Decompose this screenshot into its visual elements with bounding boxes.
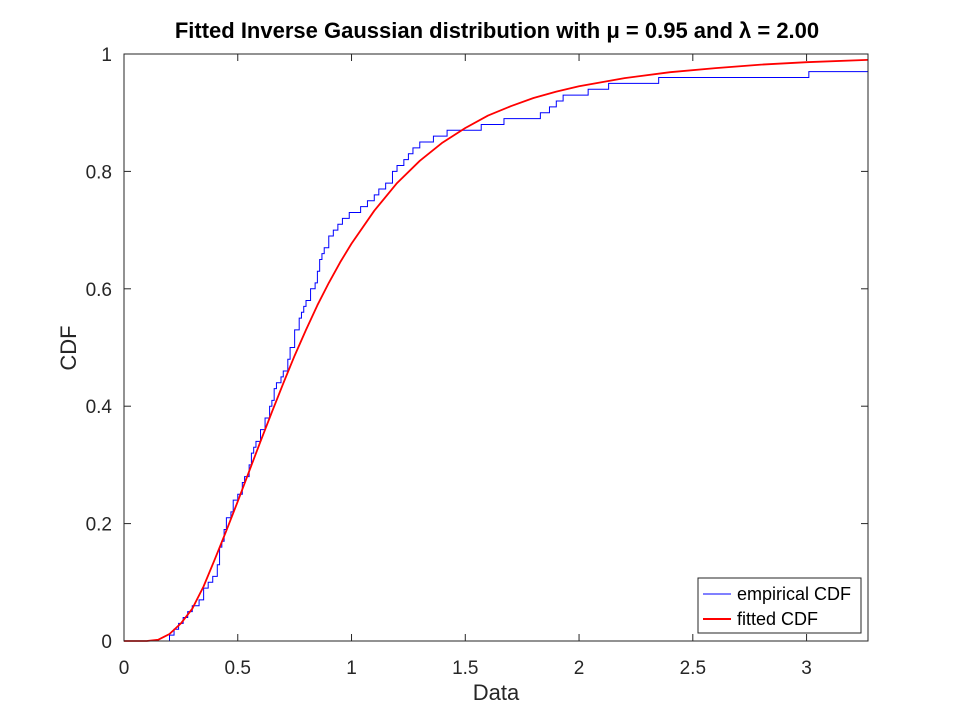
legend: empirical CDF fitted CDF <box>697 577 862 634</box>
axes-box <box>123 53 869 642</box>
x-tick-label: 2.5 <box>680 658 706 679</box>
x-tick-label: 0 <box>119 658 130 679</box>
y-tick-label: 0.6 <box>86 280 112 301</box>
series-fitted-cdf <box>124 59 869 642</box>
legend-box <box>697 577 862 634</box>
x-tick-label: 1.5 <box>452 658 478 679</box>
plot-area <box>124 54 868 641</box>
y-axis-label: CDF <box>56 325 81 370</box>
series-empirical-cdf <box>124 71 868 642</box>
y-tick-label: 0.4 <box>86 397 113 418</box>
legend-label-fitted: fitted CDF <box>737 609 818 629</box>
legend-label-empirical: empirical CDF <box>737 584 851 604</box>
x-tick-label: 2 <box>574 658 585 679</box>
y-tick-label: 1 <box>101 45 112 66</box>
x-tick-label: 3 <box>801 658 812 679</box>
x-axis-label: Data <box>473 680 520 705</box>
x-axis-ticks: 0 0.5 1 1.5 2 2.5 3 <box>119 54 812 679</box>
y-axis-ticks: 0 0.2 0.4 0.6 0.8 1 <box>86 45 868 653</box>
y-tick-label: 0 <box>101 632 112 653</box>
chart-title: Fitted Inverse Gaussian distribution wit… <box>175 18 819 43</box>
series-layer <box>124 59 869 642</box>
x-tick-label: 0.5 <box>225 658 251 679</box>
y-tick-label: 0.8 <box>86 162 112 183</box>
y-tick-label: 0.2 <box>86 515 112 536</box>
x-tick-label: 1 <box>346 658 357 679</box>
